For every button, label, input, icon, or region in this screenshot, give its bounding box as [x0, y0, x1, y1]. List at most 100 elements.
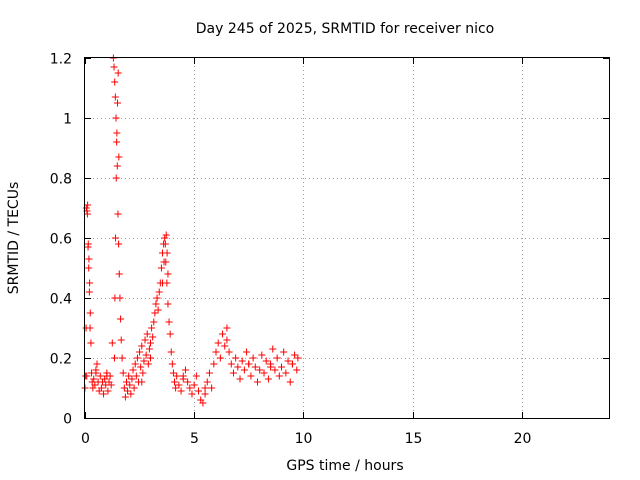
data-point [127, 390, 135, 398]
data-point [195, 387, 203, 395]
data-point [144, 360, 152, 368]
data-point [147, 354, 154, 362]
data-point [114, 69, 122, 77]
data-point [214, 339, 222, 347]
data-point [104, 387, 112, 395]
data-point [86, 324, 94, 332]
y-tick-label: 1 [63, 112, 72, 128]
y-axis-ticks: 0 0.2 0.4 0.6 0.8 1 1.2 [50, 52, 609, 428]
data-point [267, 363, 275, 371]
y-tick-label: 0.2 [50, 352, 72, 368]
data-point [260, 369, 268, 377]
data-point [113, 129, 121, 137]
data-point [85, 255, 93, 263]
data-point [93, 360, 101, 368]
data-point [92, 366, 100, 374]
data-point [256, 366, 264, 374]
x-tick-label: 0 [81, 431, 90, 447]
x-axis-label: GPS time / hours [286, 458, 403, 474]
data-point [164, 270, 172, 278]
data-point [133, 354, 141, 362]
data-point [247, 372, 255, 380]
data-point [113, 138, 121, 146]
data-point [243, 348, 251, 356]
data-point [112, 114, 120, 122]
data-point [115, 270, 123, 278]
data-point [118, 354, 126, 362]
data-point [150, 318, 158, 326]
data-point [125, 372, 133, 380]
data-points [81, 54, 302, 407]
plot-frame [84, 57, 610, 419]
data-point [223, 336, 231, 344]
y-axis-label: SRMTID / TECUs [6, 182, 22, 295]
data-point [280, 348, 288, 356]
data-point [147, 339, 154, 347]
data-point [160, 258, 168, 266]
data-point [208, 384, 216, 392]
data-point [278, 363, 285, 371]
data-point [167, 348, 175, 356]
x-tick-label: 20 [514, 431, 532, 447]
data-point [114, 99, 122, 107]
x-tick-label: 10 [295, 431, 313, 447]
data-point [186, 384, 194, 392]
data-point [137, 363, 145, 371]
data-point [152, 300, 160, 308]
data-point [90, 375, 98, 383]
data-point [232, 354, 240, 362]
data-point [161, 240, 169, 248]
data-point [262, 357, 270, 365]
data-point [288, 360, 296, 368]
data-point [245, 360, 253, 368]
y-tick-label: 0.4 [50, 292, 72, 308]
data-point [85, 288, 93, 296]
data-point [84, 243, 92, 251]
data-point [110, 63, 118, 71]
data-point [284, 357, 292, 365]
data-point [203, 378, 211, 386]
y-tick-label: 0 [63, 412, 72, 428]
x-tick-label: 5 [190, 431, 199, 447]
data-point [172, 384, 180, 392]
data-point [251, 363, 259, 371]
data-point [164, 300, 172, 308]
data-point [83, 210, 91, 218]
data-point [96, 372, 104, 380]
data-point [139, 369, 147, 377]
data-point [132, 372, 140, 380]
data-point [148, 324, 156, 332]
data-point [294, 354, 302, 362]
data-point [179, 372, 187, 380]
data-point [293, 366, 301, 374]
data-point [223, 324, 231, 332]
data-point [234, 363, 242, 371]
data-point [157, 264, 165, 272]
data-point [159, 279, 167, 287]
data-point [258, 351, 266, 359]
data-point [269, 345, 277, 353]
data-point [219, 330, 227, 338]
grid-lines [85, 58, 609, 418]
data-point [161, 234, 169, 242]
data-point [168, 360, 176, 368]
data-point [103, 372, 111, 380]
data-point [201, 384, 209, 392]
data-point [221, 342, 229, 350]
data-point [175, 381, 183, 389]
data-point [149, 333, 157, 341]
data-point [275, 372, 283, 380]
data-point [199, 399, 207, 407]
data-point [126, 381, 134, 389]
data-point [282, 369, 290, 377]
x-tick-label: 15 [405, 431, 423, 447]
data-point [136, 348, 144, 356]
data-point [82, 204, 90, 212]
data-point [291, 351, 299, 359]
data-point [169, 369, 177, 377]
data-point [177, 387, 185, 395]
data-point [111, 93, 119, 101]
data-point [154, 306, 162, 314]
data-point [162, 231, 170, 239]
data-point [110, 354, 118, 362]
